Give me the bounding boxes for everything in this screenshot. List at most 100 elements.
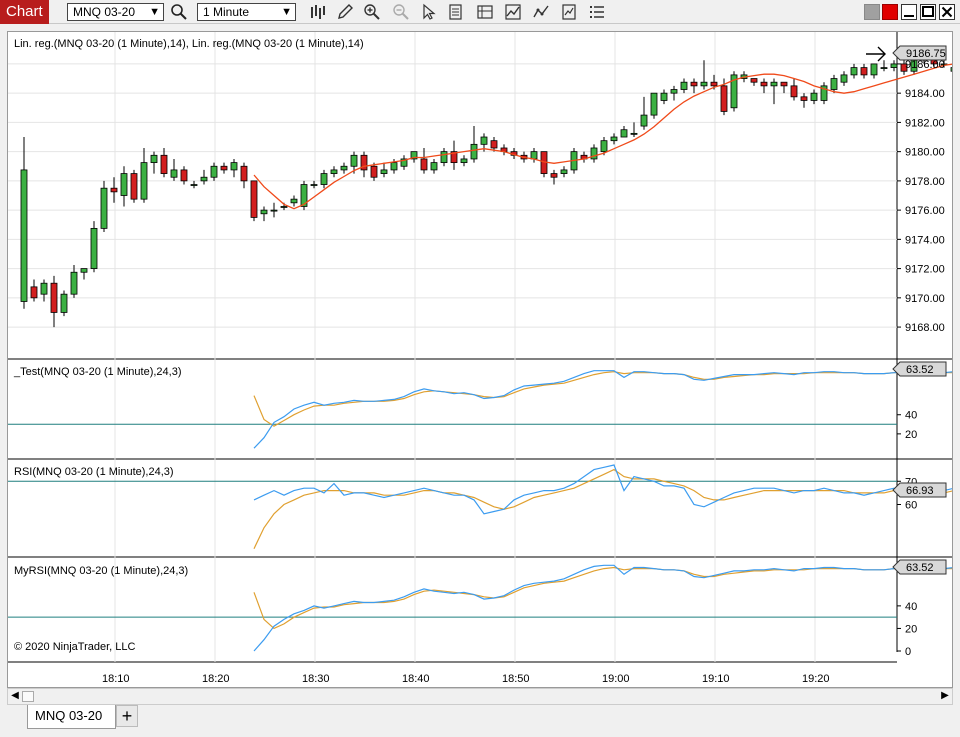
test-last-value: 63.52 <box>906 364 934 376</box>
indicator-lines <box>8 63 952 652</box>
candle-body <box>270 209 278 212</box>
myrsi-tick-label: 40 <box>905 601 917 613</box>
interval-selector[interactable]: 1 Minute ▼ <box>197 3 296 21</box>
menu-icon[interactable] <box>588 3 606 21</box>
price-panel-label: Lin. reg.(MNQ 03-20 (1 Minute),14), Lin.… <box>14 38 364 50</box>
candle-body <box>790 85 798 98</box>
candle-body <box>490 140 498 149</box>
candle-body <box>210 165 218 178</box>
price-last-value: 9186.75 <box>906 48 946 60</box>
candle-body <box>950 67 952 72</box>
candle-body <box>50 282 58 313</box>
candle-body <box>80 268 88 273</box>
bar-type-icon[interactable] <box>309 3 327 21</box>
candle-body <box>330 169 338 174</box>
chart-area[interactable]: 18:10 18:20 18:30 18:40 18:50 19:00 19:10 19:20… <box>7 31 953 688</box>
price-last-value-marker: 9186.75 <box>892 45 947 61</box>
tab-instrument[interactable]: MNQ 03-20 <box>27 705 116 729</box>
price-tick-label: 9170.00 <box>905 293 945 305</box>
rsi-tick-label: 60 <box>905 500 917 512</box>
candle-body <box>230 162 238 171</box>
chevron-down-icon: ▼ <box>281 6 292 18</box>
myrsi-tick-label: 20 <box>905 623 917 635</box>
candle-body <box>340 165 348 171</box>
candle-body <box>830 78 838 90</box>
cursor-icon[interactable] <box>420 3 438 21</box>
candle-body <box>870 63 878 76</box>
candlesticks <box>20 52 952 328</box>
candle-body <box>900 63 908 72</box>
price-tick-label: 9186.00 <box>905 59 945 71</box>
candle-body <box>360 154 368 171</box>
candle-body <box>260 209 268 215</box>
draw-pencil-icon[interactable] <box>336 3 354 21</box>
candle-body <box>780 81 788 87</box>
price-tick-label: 9178.00 <box>905 176 945 188</box>
myrsi-fast-line <box>253 564 952 652</box>
candle-body <box>730 74 738 109</box>
price-tick-label: 9184.00 <box>905 88 945 100</box>
tab-bar: MNQ 03-20 + <box>0 705 960 737</box>
candle-body <box>800 96 808 101</box>
candle-body <box>560 169 568 174</box>
data-box-icon[interactable] <box>447 3 465 21</box>
chart-title: Chart <box>0 0 49 24</box>
indicators-icon[interactable] <box>504 3 522 21</box>
close-icon[interactable] <box>939 4 955 20</box>
candle-body <box>280 206 288 208</box>
candle-body <box>370 165 378 178</box>
scroll-thumb[interactable] <box>22 691 34 702</box>
templates-icon[interactable] <box>560 3 578 21</box>
scroll-right-icon[interactable]: ▶ <box>941 690 949 701</box>
candle-body <box>670 89 678 94</box>
chevron-down-icon: ▼ <box>149 6 160 18</box>
candle-body <box>690 81 698 87</box>
test-tick-label: 40 <box>905 410 917 422</box>
candle-body <box>410 151 418 160</box>
strategies-icon[interactable] <box>532 3 550 21</box>
scroll-left-icon[interactable]: ◀ <box>11 690 19 701</box>
maximize-icon[interactable] <box>920 4 936 20</box>
candle-body <box>60 293 68 313</box>
price-tick-label: 9174.00 <box>905 234 945 246</box>
instrument-selector[interactable]: MNQ 03-20 ▼ <box>67 3 164 21</box>
candle-body <box>480 136 488 145</box>
time-tick-label: 19:10 <box>702 673 730 685</box>
add-tab-button[interactable]: + <box>116 705 138 727</box>
candle-body <box>820 85 828 101</box>
minimize-icon[interactable] <box>901 4 917 20</box>
candle-body <box>860 67 868 76</box>
candle-body <box>530 151 538 160</box>
myrsi-last-value: 63.52 <box>906 562 934 574</box>
candle-body <box>590 147 598 160</box>
price-tick-label: 9180.00 <box>905 147 945 159</box>
candle-body <box>20 169 28 302</box>
zoom-out-icon[interactable] <box>392 3 410 21</box>
test-fast-line <box>253 370 952 449</box>
time-tick-label: 19:20 <box>802 673 830 685</box>
chart-properties-icon[interactable] <box>476 3 494 21</box>
arrow-right-icon[interactable] <box>866 46 886 62</box>
candle-body <box>420 158 428 171</box>
candle-body <box>350 154 358 167</box>
candle-body <box>720 85 728 112</box>
rsi-slow-line <box>253 468 952 549</box>
candle-body <box>240 165 248 182</box>
horizontal-scrollbar[interactable]: ◀ ▶ <box>7 688 953 705</box>
candle-body <box>70 271 78 295</box>
link-color-red-icon[interactable] <box>882 4 898 20</box>
candle-body <box>850 67 858 76</box>
candle-body <box>180 169 188 182</box>
candle-body <box>140 162 148 200</box>
candle-body <box>30 286 38 299</box>
zoom-in-icon[interactable] <box>363 3 381 21</box>
rsi-fast-line <box>253 464 952 515</box>
candle-body <box>200 176 208 182</box>
chart-canvas[interactable]: 18:10 18:20 18:30 18:40 18:50 19:00 19:10 19:20… <box>8 32 952 687</box>
interval-value: 1 Minute <box>203 5 250 19</box>
link-color-icon[interactable] <box>864 4 880 20</box>
rsi-last-value: 66.93 <box>906 485 934 497</box>
search-icon[interactable] <box>170 3 188 21</box>
candle-body <box>320 173 328 185</box>
